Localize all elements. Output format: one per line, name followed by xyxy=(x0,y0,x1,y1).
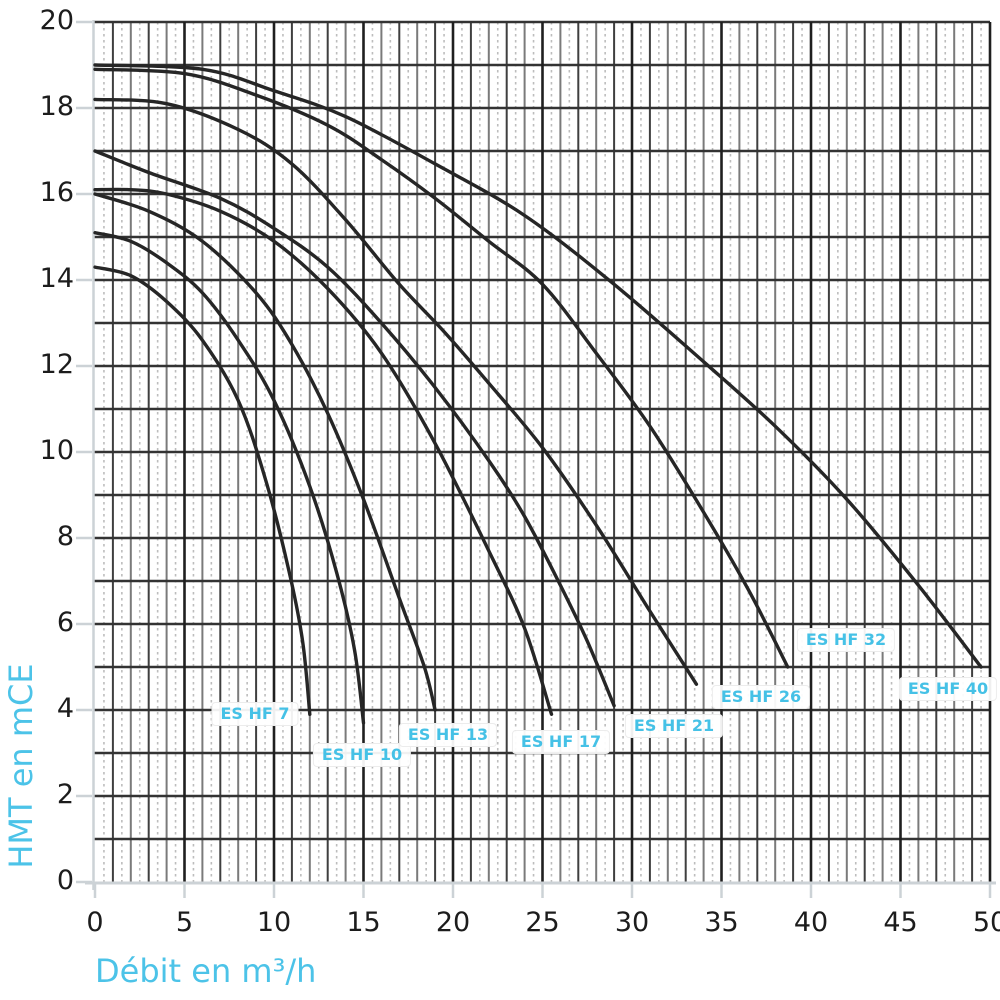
pump-curve-es-hf-26 xyxy=(93,97,699,686)
x-axis-title: Débit en m³/h xyxy=(95,952,317,990)
x-tick-label: 20 xyxy=(435,907,471,938)
x-tick-label: 50 xyxy=(972,907,1000,938)
x-tick-label: 40 xyxy=(793,907,829,938)
y-tick-label: 8 xyxy=(56,521,74,552)
pump-curve-es-hf-32 xyxy=(93,67,790,669)
y-axis-title: HMT en mCE xyxy=(2,663,40,869)
y-tick-label: 14 xyxy=(39,263,74,294)
axis-lines xyxy=(85,20,996,890)
x-tick-label: 5 xyxy=(175,907,194,938)
pump-curve-es-hf-21 xyxy=(93,149,616,708)
pump-curve-es-hf-40 xyxy=(93,63,983,669)
pump-curve-es-hf-17 xyxy=(93,187,554,716)
axis-tick-marks xyxy=(76,20,992,898)
x-tick-label: 25 xyxy=(525,907,560,938)
y-tick-label: 18 xyxy=(39,91,74,122)
y-tick-label: 0 xyxy=(56,865,74,896)
curve-label-es-hf-32: ES HF 32 xyxy=(796,628,896,652)
curve-label-es-hf-10: ES HF 10 xyxy=(312,743,412,767)
pump-curve-es-hf-10 xyxy=(93,231,366,725)
y-tick-label: 10 xyxy=(39,435,74,466)
x-tick-label: 15 xyxy=(346,907,381,938)
pump-curves xyxy=(93,63,983,725)
x-tick-label: 45 xyxy=(883,907,918,938)
curve-label-es-hf-21: ES HF 21 xyxy=(624,714,724,738)
x-tick-label: 30 xyxy=(614,907,650,938)
curve-label-es-hf-40: ES HF 40 xyxy=(898,677,998,701)
curve-label-es-hf-17: ES HF 17 xyxy=(511,730,611,754)
y-tick-label: 6 xyxy=(56,607,74,638)
y-tick-label: 12 xyxy=(39,349,74,380)
curve-label-es-hf-13: ES HF 13 xyxy=(398,723,498,747)
y-tick-label: 20 xyxy=(39,5,74,36)
curve-label-es-hf-7: ES HF 7 xyxy=(211,702,299,726)
pump-curve-es-hf-13 xyxy=(93,192,437,712)
x-tick-label: 0 xyxy=(86,907,104,938)
x-tick-label: 10 xyxy=(256,907,292,938)
y-tick-label: 4 xyxy=(56,693,74,724)
x-tick-label: 35 xyxy=(704,907,739,938)
y-tick-label: 16 xyxy=(39,177,74,208)
y-tick-label: 2 xyxy=(56,779,74,810)
curve-label-es-hf-26: ES HF 26 xyxy=(711,685,811,709)
pump-curve-es-hf-7 xyxy=(93,265,312,716)
